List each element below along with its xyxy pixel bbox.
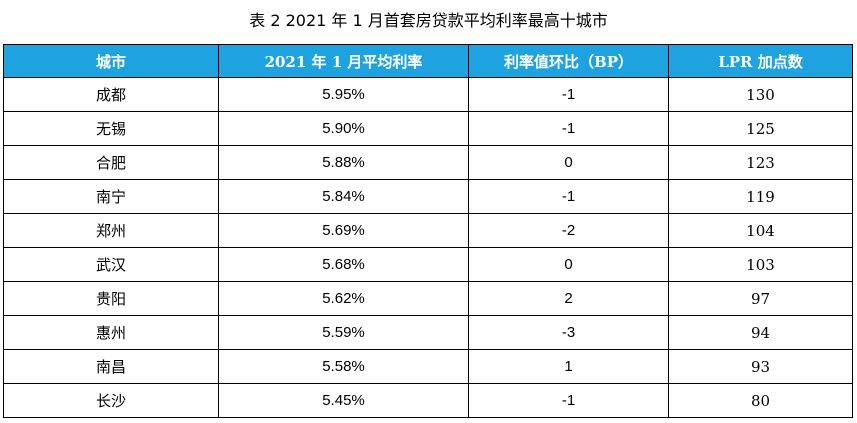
cell-city: 成都: [3, 77, 219, 112]
cell-rate: 5.90%: [218, 111, 469, 146]
table-row: 成都 5.95% -1 130: [3, 77, 853, 112]
cell-change: -1: [468, 383, 669, 418]
cell-city: 无锡: [3, 111, 219, 146]
cell-rate: 5.69%: [218, 213, 469, 248]
column-header-change: 利率值环比（BP）: [468, 44, 669, 78]
table-title: 表 2 2021 年 1 月首套房贷款平均利率最高十城市: [249, 11, 608, 30]
cell-change: -3: [468, 315, 669, 350]
cell-lpr: 119: [668, 179, 853, 214]
table-row: 南昌 5.58% 1 93: [3, 349, 853, 384]
cell-city: 长沙: [3, 383, 219, 418]
table-row: 郑州 5.69% -2 104: [3, 213, 853, 248]
cell-city: 贵阳: [3, 281, 219, 316]
cell-change: -1: [468, 179, 669, 214]
cell-rate: 5.62%: [218, 281, 469, 316]
column-header-city: 城市: [3, 44, 219, 78]
column-header-lpr: LPR 加点数: [668, 44, 853, 78]
table-row: 长沙 5.45% -1 80: [3, 383, 853, 418]
cell-lpr: 125: [668, 111, 853, 146]
header-row: 城市 2021 年 1 月平均利率 利率值环比（BP） LPR 加点数: [3, 44, 853, 78]
cell-lpr: 97: [668, 281, 853, 316]
column-header-rate: 2021 年 1 月平均利率: [218, 44, 469, 78]
table-row: 无锡 5.90% -1 125: [3, 111, 853, 146]
cell-city: 南昌: [3, 349, 219, 384]
table-row: 合肥 5.88% 0 123: [3, 145, 853, 180]
cell-lpr: 93: [668, 349, 853, 384]
cell-rate: 5.84%: [218, 179, 469, 214]
cell-city: 惠州: [3, 315, 219, 350]
table-row: 南宁 5.84% -1 119: [3, 179, 853, 214]
cell-city: 合肥: [3, 145, 219, 180]
cell-change: 0: [468, 247, 669, 282]
cell-lpr: 130: [668, 77, 853, 112]
rates-table: 城市 2021 年 1 月平均利率 利率值环比（BP） LPR 加点数 成都 5…: [3, 44, 853, 418]
cell-change: -2: [468, 213, 669, 248]
table-row: 贵阳 5.62% 2 97: [3, 281, 853, 316]
cell-city: 南宁: [3, 179, 219, 214]
cell-lpr: 123: [668, 145, 853, 180]
cell-rate: 5.59%: [218, 315, 469, 350]
cell-lpr: 80: [668, 383, 853, 418]
cell-lpr: 94: [668, 315, 853, 350]
cell-change: 2: [468, 281, 669, 316]
cell-change: -1: [468, 111, 669, 146]
cell-city: 郑州: [3, 213, 219, 248]
cell-rate: 5.45%: [218, 383, 469, 418]
cell-lpr: 104: [668, 213, 853, 248]
cell-city: 武汉: [3, 247, 219, 282]
cell-rate: 5.88%: [218, 145, 469, 180]
cell-rate: 5.95%: [218, 77, 469, 112]
cell-rate: 5.68%: [218, 247, 469, 282]
cell-change: 0: [468, 145, 669, 180]
cell-rate: 5.58%: [218, 349, 469, 384]
cell-lpr: 103: [668, 247, 853, 282]
cell-change: 1: [468, 349, 669, 384]
cell-change: -1: [468, 77, 669, 112]
table-row: 惠州 5.59% -3 94: [3, 315, 853, 350]
table-row: 武汉 5.68% 0 103: [3, 247, 853, 282]
